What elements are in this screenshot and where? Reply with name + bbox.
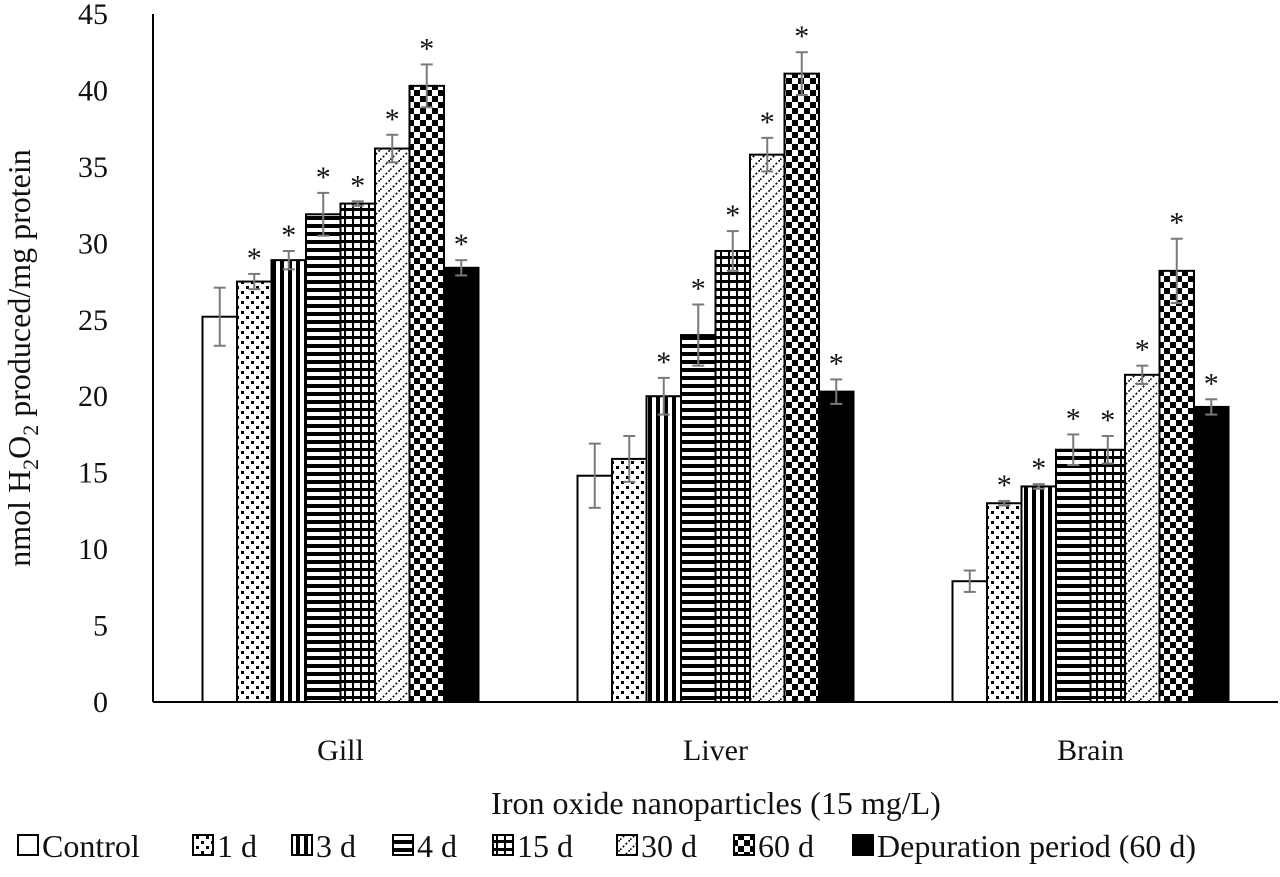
legend-label: Depuration period (60 d) bbox=[877, 828, 1196, 864]
legend-swatch bbox=[733, 834, 755, 856]
legend: Control 1 d 3 d 4 d 15 d 30 d 60 d Depuration p… bbox=[17, 828, 1196, 864]
legend-label: Control bbox=[42, 828, 140, 864]
significance-star: * bbox=[454, 228, 469, 261]
y-tick-label: 10 bbox=[78, 533, 108, 566]
significance-star: * bbox=[1031, 452, 1046, 485]
bar bbox=[270, 259, 307, 703]
legend-swatch bbox=[392, 834, 414, 856]
bar bbox=[951, 580, 988, 703]
y-tick-label: 25 bbox=[78, 304, 108, 337]
y-tick-label: 35 bbox=[78, 151, 108, 184]
significance-star: * bbox=[1066, 402, 1081, 435]
legend-swatch bbox=[17, 834, 39, 856]
bar bbox=[305, 213, 342, 703]
x-axis-title: Iron oxide nanoparticles (15 mg/L) bbox=[491, 785, 941, 821]
significance-star: * bbox=[1169, 207, 1184, 240]
legend-label: 15 d bbox=[517, 828, 573, 864]
significance-star: * bbox=[997, 469, 1012, 502]
legend-swatch bbox=[492, 834, 514, 856]
y-tick-label: 20 bbox=[78, 380, 108, 413]
bar bbox=[443, 266, 480, 703]
error-bars bbox=[213, 51, 1218, 593]
significance-star: * bbox=[1135, 334, 1150, 367]
bars bbox=[201, 72, 1230, 704]
bar bbox=[1089, 448, 1126, 703]
y-tick-label: 0 bbox=[93, 686, 108, 719]
bar bbox=[986, 502, 1023, 703]
category-label: Gill bbox=[317, 734, 364, 767]
legend-label: 1 d bbox=[217, 828, 257, 864]
category-labels: Gill Liver Brain bbox=[317, 734, 1124, 767]
significance-star: * bbox=[316, 161, 331, 194]
bar bbox=[1055, 448, 1092, 703]
y-tick-label: 5 bbox=[93, 610, 108, 643]
bar bbox=[1193, 405, 1230, 703]
legend-swatch bbox=[291, 834, 313, 856]
significance-star: * bbox=[419, 32, 434, 65]
y-axis-title: nmol H2O2 produced/mg protein bbox=[1, 149, 43, 566]
bar bbox=[374, 147, 411, 703]
y-tick-label: 30 bbox=[78, 227, 108, 260]
bar bbox=[611, 457, 648, 704]
bar bbox=[749, 153, 786, 703]
significance-star: * bbox=[247, 242, 262, 275]
significance-star: * bbox=[794, 20, 809, 53]
significance-star: * bbox=[385, 103, 400, 136]
legend-label: 4 d bbox=[417, 828, 457, 864]
y-tick-label: 15 bbox=[78, 457, 108, 490]
significance-star: * bbox=[1204, 367, 1219, 400]
bar bbox=[236, 280, 273, 703]
legend-label: 3 d bbox=[316, 828, 356, 864]
bar bbox=[1158, 269, 1195, 703]
significance-star: * bbox=[829, 347, 844, 380]
y-tick-label: 45 bbox=[78, 0, 108, 31]
legend-swatch bbox=[852, 834, 874, 856]
bar bbox=[645, 395, 682, 703]
bar bbox=[201, 315, 238, 703]
bar bbox=[1124, 373, 1161, 703]
category-label: Brain bbox=[1057, 734, 1124, 767]
significance-star: * bbox=[281, 219, 296, 252]
y-tick-label: 40 bbox=[78, 74, 108, 107]
legend-label: 30 d bbox=[641, 828, 697, 864]
significance-star: * bbox=[350, 169, 365, 202]
y-tick-labels: 0 5 10 15 20 25 30 35 40 45 bbox=[78, 0, 108, 719]
significance-star: * bbox=[725, 199, 740, 232]
category-label: Liver bbox=[683, 734, 748, 767]
bar bbox=[408, 84, 445, 703]
bar bbox=[714, 249, 751, 703]
legend-swatch bbox=[616, 834, 638, 856]
bar bbox=[576, 474, 613, 704]
bar bbox=[783, 72, 820, 704]
significance-star: * bbox=[1100, 404, 1115, 437]
significance-markers: * * * * * * * * * * * * * * * * * * * * bbox=[247, 20, 1219, 502]
significance-star: * bbox=[760, 106, 775, 139]
bar bbox=[339, 202, 376, 704]
significance-star: * bbox=[656, 346, 671, 379]
bar bbox=[1020, 485, 1057, 703]
bar bbox=[680, 334, 717, 703]
legend-label: 60 d bbox=[758, 828, 814, 864]
bar bbox=[818, 390, 855, 703]
significance-star: * bbox=[691, 272, 706, 305]
legend-swatch bbox=[192, 834, 214, 856]
